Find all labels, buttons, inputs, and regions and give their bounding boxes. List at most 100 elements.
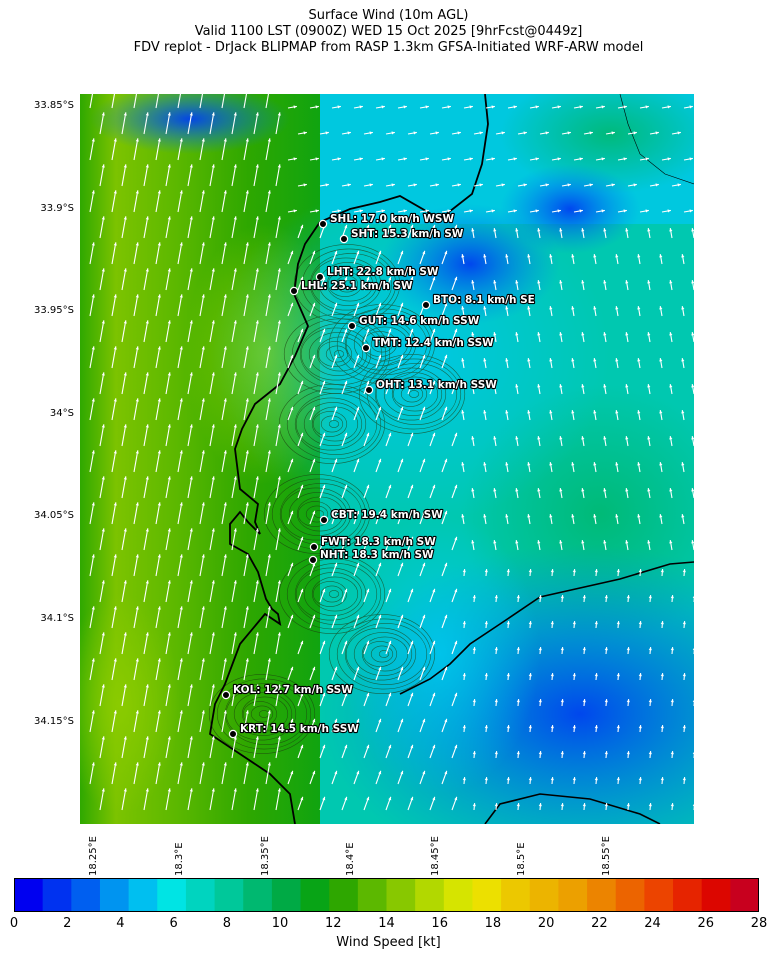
wind-arrow-shaft [143,476,149,499]
wind-arrow-head [145,736,149,740]
wind-arrow-shaft [133,242,139,265]
wind-arrow-head [145,788,149,792]
wind-arrow-shaft [209,736,215,759]
wind-arrow-head [101,580,105,584]
wind-arrow-head [625,280,629,284]
wind-arrow-shaft [155,554,161,577]
wind-arrow-head [277,788,281,792]
colorbar-tick-label: 0 [9,916,19,931]
wind-arrow-head [491,105,495,109]
wind-arrow-head [493,436,497,440]
wind-arrow-head [322,328,326,333]
longitude-tick-label: 18.45°E [430,836,441,876]
wind-arrow-head [179,294,183,298]
wind-arrow-head [366,796,370,801]
wind-arrow-shaft [121,788,127,811]
coastline-northeast [619,94,694,185]
wind-arrow-head [493,384,497,388]
wind-arrow-head [604,751,608,755]
wind-arrow-head [334,666,338,671]
colorbar-label: Wind Speed [kt] [336,935,441,950]
wind-arrow-head [255,736,259,740]
colorbar-swatch [529,878,559,912]
wind-arrow-head [344,692,348,697]
wind-arrow-head [255,476,259,480]
wind-arrow-head [135,554,139,558]
station-label-outline: OHT: 13.1 km/h SSW [376,379,497,391]
wind-arrow-head [603,436,607,440]
wind-arrow-head [410,380,414,385]
wind-arrow-head [491,209,495,213]
wind-arrow-head [560,647,564,651]
wind-arrow-shaft [177,554,183,577]
wind-arrow-head [616,725,620,729]
wind-arrow-head [300,328,304,333]
wind-arrow-shaft [275,268,281,291]
wind-arrow-head [444,510,448,515]
wind-arrow-head [334,614,338,619]
wind-arrow-head [615,462,619,466]
wind-arrow-head [179,138,183,142]
wind-arrow-head [135,346,139,350]
wind-arrow-head [550,621,554,625]
wind-arrow-head [135,190,139,194]
wind-arrow-head [344,380,348,385]
wind-arrow-shaft [99,632,105,655]
station-dot [421,300,431,310]
station-label-outline: NHT: 18.3 km/h SW [320,549,434,561]
wind-arrow-shaft [89,138,95,161]
wind-arrow-head [223,710,227,714]
wind-arrow-head [388,692,392,697]
wind-arrow-head [403,209,407,213]
wind-arrow-head [410,484,414,489]
wind-arrow-head [381,157,385,161]
wind-arrow-head [422,614,426,619]
colorbar-swatch [701,878,731,912]
wind-arrow-head [101,736,105,740]
wind-arrow-shaft [243,242,249,265]
wind-arrow-head [366,588,370,593]
station-label-outline: TMT: 12.4 km/h SSW [373,337,494,349]
wind-arrow-head [245,242,249,246]
wind-arrow-shaft [231,528,237,551]
wind-arrow-shaft [165,580,171,603]
wind-arrow-shaft [99,528,105,551]
wind-arrow-head [528,569,532,573]
colorbar-swatch [615,878,645,912]
station-dot [347,321,357,331]
wind-arrow-head [157,346,161,350]
terrain-contour-line [392,381,428,407]
colorbar-tick-label: 18 [484,916,502,931]
wind-arrow-head [682,777,686,781]
wind-arrow-shaft [275,632,281,655]
wind-arrow-head [535,105,539,109]
wind-arrow-shaft [111,94,116,109]
wind-arrow-head [648,699,652,703]
wind-arrow-shaft [133,94,138,109]
terrain-contour-line [225,687,297,741]
wind-arrow-head [344,276,348,281]
wind-arrow-shaft [89,242,95,265]
wind-arrow-head [135,762,139,766]
wind-arrow-head [91,398,95,402]
colorbar-swatch [185,878,216,912]
wind-arrow-head [388,380,392,385]
wind-arrow-head [322,692,326,697]
wind-arrow-shaft [165,216,171,239]
wind-arrow-shaft [187,320,193,343]
wind-arrow-shaft [143,372,149,395]
wind-arrow-head [312,354,316,359]
wind-arrow-head [457,183,461,187]
wind-arrow-head [201,502,205,506]
wind-arrow-head [603,384,607,388]
terrain-contour-line [300,327,372,381]
wind-arrow-head [201,190,205,194]
wind-arrow-head [356,666,360,671]
wind-arrow-head [484,673,488,677]
wind-arrow-head [356,510,360,515]
wind-arrow-head [483,514,487,518]
wind-arrow-head [233,684,237,688]
wind-arrow-head [255,268,259,272]
wind-arrow-head [601,157,605,161]
wind-arrow-head [293,105,297,109]
